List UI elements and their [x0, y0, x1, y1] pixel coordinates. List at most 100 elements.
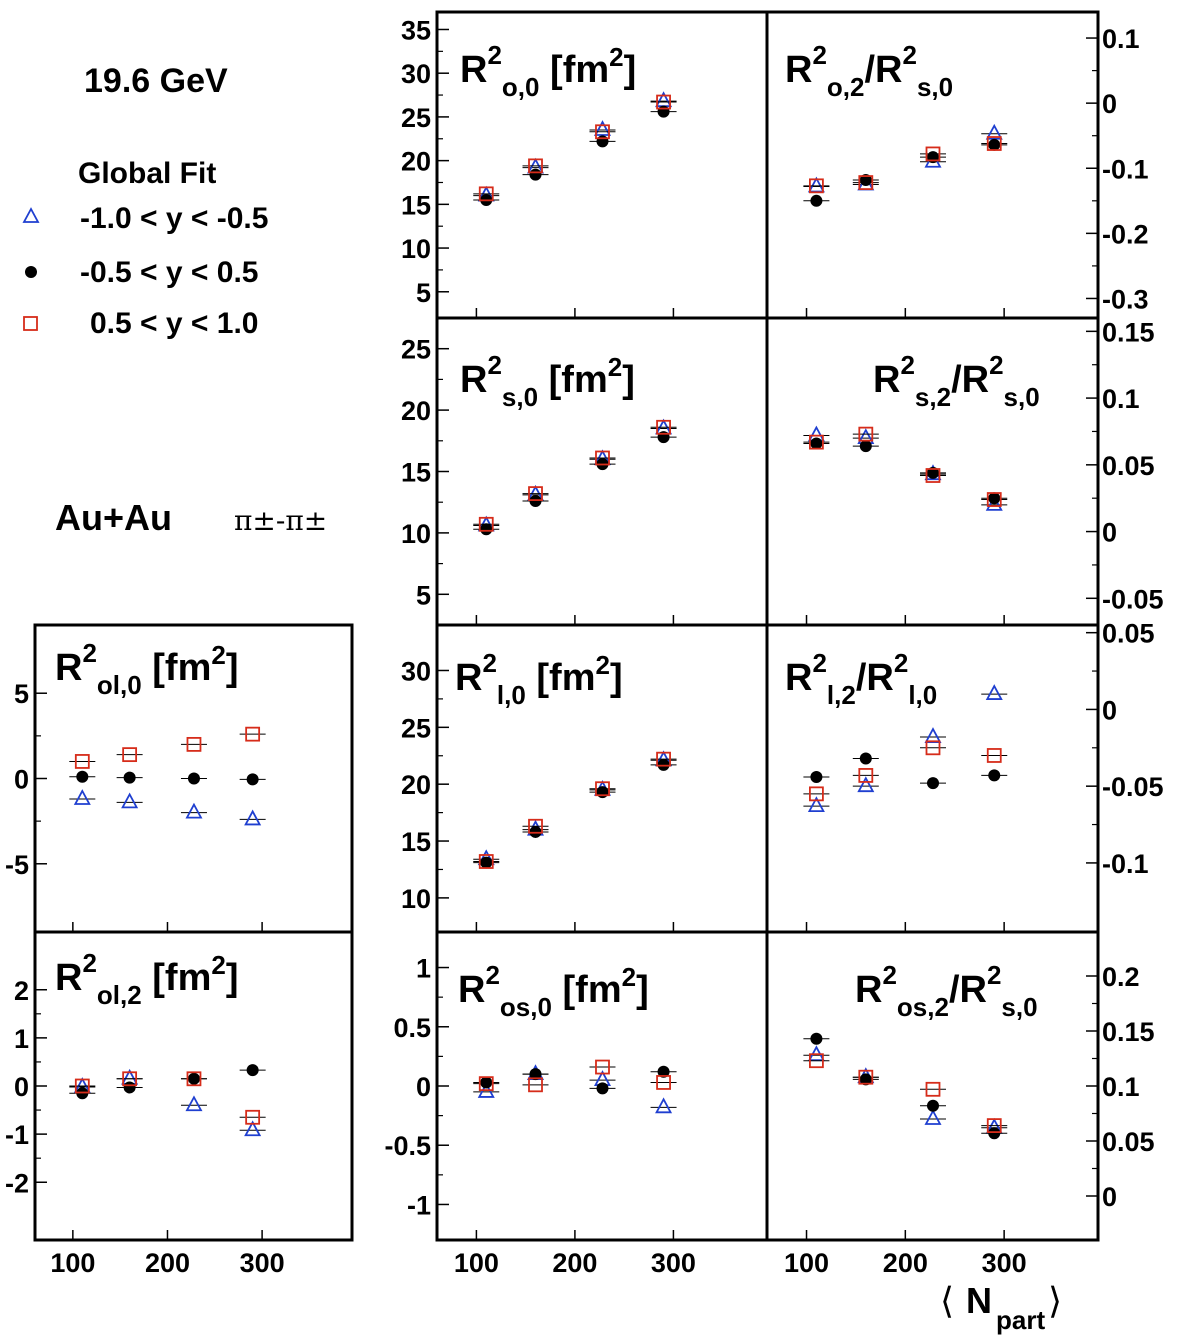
data-point-ros0-s1-p2 — [596, 1082, 609, 1095]
y-tick-label-ros0: -0.5 — [384, 1131, 431, 1161]
data-point-rs2-s2-p1 — [858, 426, 874, 442]
panel-rs2: -0.05 0 0.05 0.1 0.15 R2s,2/R2s,0 — [765, 316, 1164, 627]
x-tick-label-L: 100 — [50, 1248, 95, 1278]
frame-rol2 — [33, 930, 354, 1242]
data-point-ro2-s2-p1 — [858, 175, 874, 190]
data-point-rl2-s0-p1 — [857, 776, 875, 793]
data-point-rs2-s2-p0 — [809, 434, 824, 450]
y-tick-label-rl0: 30 — [401, 656, 431, 686]
rol0-title: R2ol,0 [fm2] — [55, 638, 239, 700]
y-tick-label-ros0: 0.5 — [393, 1013, 431, 1043]
ro2-title: R2o,2/R2s,0 — [785, 40, 953, 102]
frame-ros2 — [765, 930, 1100, 1242]
data-point-ro0-s2-p0 — [478, 186, 494, 202]
data-point-rs2-s1-p1 — [859, 440, 872, 453]
data-point-ro0-s2-p1 — [528, 158, 543, 174]
data-point-ro0-s2-p3 — [656, 94, 671, 110]
data-point-rl0-s2-p3 — [656, 751, 671, 767]
y-tick-label-rs0: 5 — [416, 580, 431, 610]
data-point-ros0-s1-p1 — [529, 1068, 542, 1081]
data-point-rl0-s1-p2 — [596, 786, 609, 799]
data-point-ros2-s2-p1 — [858, 1069, 874, 1085]
fit-label: Global Fit — [78, 157, 216, 190]
data-point-rs2-s0-p3 — [985, 494, 1003, 511]
y-tick-label-rol0: 0 — [14, 765, 29, 795]
data-point-rol2-s2-p1 — [122, 1071, 138, 1087]
y-tick-label-ro0: 30 — [401, 59, 431, 89]
y-tick-label-rs0: 10 — [401, 519, 431, 549]
system-label: Au+Au — [55, 497, 172, 538]
y-tick-label-rs0: 20 — [401, 396, 431, 426]
data-point-rl2-s0-p2 — [924, 727, 942, 743]
y-tick-label-ros2: 0.05 — [1102, 1127, 1155, 1157]
data-point-rl2-s1-p0 — [810, 770, 823, 783]
data-point-ro2-s2-p0 — [809, 178, 824, 194]
data-point-rol0-s0-p3 — [244, 809, 262, 826]
ro0-title: R2o,0 [fm2] — [460, 40, 636, 102]
data-point-ro2-s0-p3 — [985, 123, 1003, 140]
data-point-rl2-s0-p3 — [985, 684, 1003, 700]
data-point-rl2-s0-p0 — [807, 796, 825, 813]
pair-label: π±-π± — [234, 504, 327, 537]
data-point-ros0-s2-p3 — [656, 1075, 671, 1090]
data-point-rol2-s0-p2 — [185, 1095, 203, 1112]
data-point-ro0-s1-p1 — [529, 168, 542, 181]
data-point-rl2-s1-p2 — [926, 777, 939, 790]
y-tick-label-rl2: 0 — [1102, 695, 1117, 725]
energy-label: 19.6 GeV — [84, 62, 228, 100]
y-tick-label-ro0: 20 — [401, 147, 431, 177]
data-point-ros0-s2-p2 — [595, 1059, 610, 1075]
y-tick-label-rs0: 25 — [401, 335, 431, 365]
y-tick-label-ros0: 1 — [416, 954, 431, 984]
ros2-title: R2os,2/R2s,0 — [855, 960, 1038, 1022]
y-tick-label-ros2: 0.1 — [1102, 1072, 1140, 1102]
data-point-rol0-s2-p1 — [122, 747, 138, 763]
data-point-rol0-s0-p2 — [185, 802, 203, 819]
y-tick-label-ros0: 0 — [416, 1072, 431, 1102]
y-tick-label-rs2: 0 — [1102, 518, 1117, 548]
y-tick-label-rs2: -0.05 — [1102, 584, 1164, 614]
y-tick-label-rol2: 1 — [14, 1024, 29, 1054]
data-point-ros2-s2-p3 — [986, 1118, 1002, 1133]
data-point-rl2-s2-p3 — [986, 748, 1002, 763]
y-tick-label-ro2: -0.1 — [1102, 154, 1149, 184]
rl0-title: R2l,0 [fm2] — [455, 648, 623, 710]
x-tick-label-M: 300 — [651, 1248, 696, 1278]
data-point-ros0-s2-p1 — [528, 1077, 543, 1093]
y-tick-label-rl0: 25 — [401, 713, 431, 743]
y-tick-label-ro0: 5 — [416, 278, 431, 308]
data-point-ro0-s0-p2 — [593, 120, 611, 136]
y-tick-label-ro0: 10 — [401, 234, 431, 264]
x-tick-label-R: 300 — [982, 1248, 1027, 1278]
legend-marker-triangle — [22, 207, 40, 223]
y-tick-label-rol2: 2 — [14, 976, 29, 1006]
y-tick-label-rs2: 0.05 — [1102, 451, 1155, 481]
y-tick-label-rs0: 15 — [401, 458, 431, 488]
data-point-ros2-s1-p1 — [859, 1073, 872, 1086]
y-tick-label-rl2: -0.1 — [1102, 849, 1149, 879]
y-tick-label-ro0: 25 — [401, 103, 431, 133]
y-tick-label-ro2: 0 — [1102, 89, 1117, 119]
data-point-ros2-s1-p0 — [810, 1032, 823, 1045]
data-point-rol0-s1-p2 — [187, 772, 200, 785]
data-point-rol2-s2-p2 — [186, 1071, 202, 1087]
data-point-rl2-s2-p2 — [925, 740, 941, 756]
data-point-rl2-s2-p1 — [858, 768, 874, 783]
panel-rol2: -2 -1 0 1 2 R2ol,2 [fm2] — [5, 930, 354, 1242]
data-point-rol2-s2-p3 — [245, 1109, 261, 1125]
data-point-ro2-s0-p0 — [807, 176, 825, 193]
y-tick-label-rs2: 0.15 — [1102, 317, 1155, 347]
y-tick-label-rol2: -2 — [5, 1168, 29, 1198]
y-tick-label-rl0: 20 — [401, 770, 431, 800]
data-point-ros2-s2-p0 — [809, 1053, 824, 1069]
data-point-rol0-s1-p1 — [123, 771, 136, 784]
data-point-ro2-s1-p3 — [988, 138, 1001, 151]
y-tick-label-rol2: -1 — [5, 1120, 29, 1150]
data-point-rol0-s1-p0 — [76, 770, 89, 783]
legend-header: 19.6 GeV Global Fit -1.0 < y < -0.5 -0.5… — [22, 62, 327, 538]
data-point-rol2-s0-p3 — [244, 1120, 262, 1137]
data-point-rs0-s2-p0 — [478, 516, 494, 532]
data-point-ro0-s1-p2 — [596, 135, 609, 148]
legend-label-2: 0.5 < y < 1.0 — [90, 307, 258, 340]
